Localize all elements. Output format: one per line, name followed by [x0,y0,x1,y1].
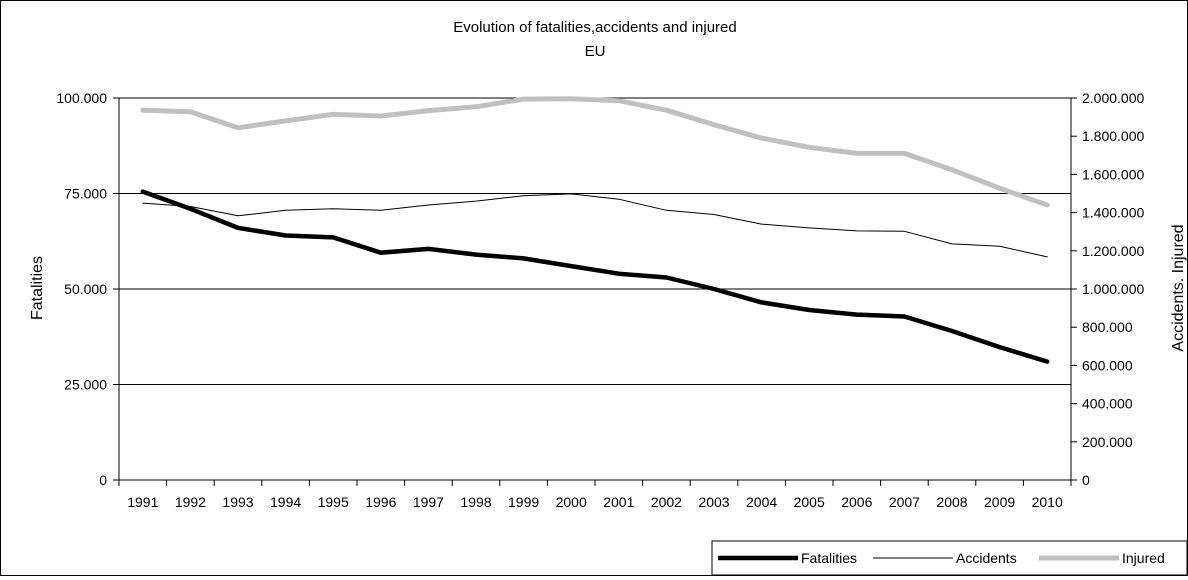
x-tick-label: 1992 [175,494,206,510]
right-y-tick-label: 200.000 [1082,434,1133,450]
axes [113,97,1077,486]
series-lines [140,96,1050,364]
x-tick-label: 1993 [222,494,253,510]
series-line-fatalities [140,189,1050,364]
legend-label-accidents: Accidents [956,550,1017,566]
x-tick-label: 1996 [365,494,396,510]
x-tick-label: 2006 [841,494,872,510]
left-y-tick-label: 0 [99,472,107,488]
right-axis-title: Accidents. Injured [1170,224,1187,351]
right-y-tick-label: 1.200.000 [1082,243,1144,259]
left-y-tick-labels: 0 25.000 50.000 75.000 100.000 [56,90,107,488]
x-tick-labels: 1991 1992 1993 1994 1995 1996 1997 1998 1999 2000… [127,494,1063,510]
right-y-tick-label: 1.800.000 [1082,128,1144,144]
x-tick-label: 2005 [794,494,825,510]
left-y-tick-label: 50.000 [64,281,107,297]
right-y-tick-labels: 0 200.000 400.000 600.000 800.000 1.000.000 1.… [1082,90,1144,488]
x-tick-label: 1997 [413,494,444,510]
x-tick-label: 1995 [318,494,349,510]
x-tick-label: 2009 [984,494,1015,510]
x-tick-label: 1998 [460,494,491,510]
legend: Fatalities Accidents Injured [711,540,1188,576]
x-tick-label: 2000 [556,494,587,510]
x-tick-label: 1994 [270,494,301,510]
x-tick-label: 2004 [746,494,777,510]
right-y-tick-label: 2.000.000 [1082,90,1144,106]
right-y-tick-label: 1.600.000 [1082,166,1144,182]
x-tick-label: 2001 [603,494,634,510]
right-y-tick-label: 400.000 [1082,396,1133,412]
chart-subtitle: EU [585,43,606,60]
x-tick-label: 2008 [936,494,967,510]
x-tick-label: 2003 [698,494,729,510]
right-y-tick-label: 1.400.000 [1082,205,1144,221]
left-y-tick-label: 25.000 [64,377,107,393]
x-tick-label: 1991 [127,494,158,510]
x-tick-label: 2007 [889,494,920,510]
left-axis-title: Fatalities [29,256,46,320]
x-tick-label: 2002 [651,494,682,510]
x-tick-label: 1999 [508,494,539,510]
legend-label-injured: Injured [1122,550,1165,566]
right-y-tick-label: 0 [1082,472,1090,488]
right-y-tick-label: 600.000 [1082,357,1133,373]
series-line-injured [140,96,1050,208]
chart-title: Evolution of fatalities,accidents and in… [453,19,737,36]
left-y-tick-label: 75.000 [64,186,107,202]
legend-label-fatalities: Fatalities [801,550,857,566]
grid-lines [119,193,1071,385]
x-tick-label: 2010 [1032,494,1063,510]
right-y-tick-label: 800.000 [1082,319,1133,335]
series-line-accidents [142,193,1048,258]
right-y-tick-label: 1.000.000 [1082,281,1144,297]
left-y-tick-label: 100.000 [56,90,107,106]
